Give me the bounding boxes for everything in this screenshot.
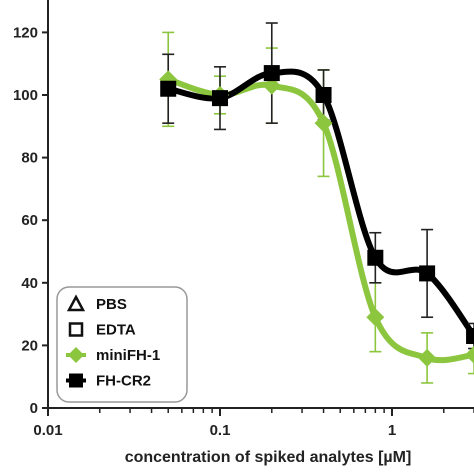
fh-cr2-point bbox=[466, 328, 474, 345]
fh-cr2-point bbox=[160, 80, 177, 97]
legend-marker-fh-cr2 bbox=[69, 373, 83, 388]
fh-cr2-curve bbox=[167, 68, 474, 338]
fh-cr2-point bbox=[212, 90, 228, 107]
legend-box bbox=[56, 286, 188, 403]
minifh-1-point bbox=[366, 308, 385, 327]
legend-marker-minifh-1 bbox=[68, 347, 84, 363]
fh-cr2-point bbox=[263, 65, 280, 82]
legend: PBS EDTA miniFH-1 FH-CR2 bbox=[56, 286, 188, 403]
legend-label-pbs: PBS bbox=[96, 296, 127, 313]
x-axis-title: concentration of spiked analytes [µM] bbox=[125, 449, 412, 466]
fh-cr2-point bbox=[367, 249, 384, 266]
y-tick-label: 40 bbox=[21, 275, 38, 292]
fh-cr2-point bbox=[315, 87, 332, 103]
x-tick-label: 0.01 bbox=[33, 422, 62, 439]
fh-cr2-point bbox=[419, 265, 436, 282]
legend-label-fh-cr2: FH-CR2 bbox=[96, 373, 151, 390]
data-markers bbox=[159, 65, 474, 367]
y-tick-label: 80 bbox=[21, 150, 38, 167]
y-tick-label: 120 bbox=[13, 24, 38, 41]
legend-label-edta: EDTA bbox=[96, 322, 136, 339]
x-tick-label: 1 bbox=[388, 422, 396, 439]
axes bbox=[42, 0, 474, 416]
legend-label-minifh-1: miniFH-1 bbox=[96, 347, 160, 364]
legend-marker-pbs bbox=[66, 294, 86, 312]
tick-labels: 0 20 40 60 80 100 120 0.01 0.1 1 bbox=[13, 24, 396, 439]
minifh-1-point bbox=[465, 345, 474, 364]
error-bars bbox=[162, 22, 474, 384]
y-tick-label: 60 bbox=[21, 212, 38, 229]
y-tick-label: 0 bbox=[30, 400, 38, 417]
minifh-1-point bbox=[314, 114, 333, 133]
y-tick-label: 100 bbox=[13, 87, 38, 104]
y-tick-label: 20 bbox=[21, 337, 38, 354]
minifh-1-point bbox=[262, 76, 281, 95]
x-tick-label: 0.1 bbox=[210, 422, 231, 439]
legend-marker-edta bbox=[68, 322, 84, 337]
minifh-1-point bbox=[418, 348, 437, 367]
